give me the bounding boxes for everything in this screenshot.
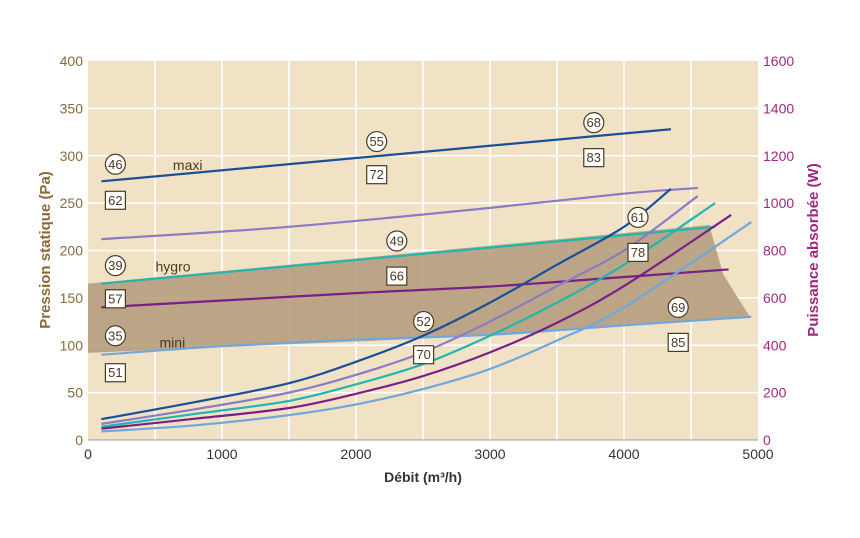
square-marker: [104, 289, 127, 309]
square-marker-label: 78: [631, 245, 645, 260]
series-label-hygro: hygro: [156, 259, 191, 275]
circle-marker: [104, 255, 127, 277]
series-label-mini: mini: [160, 334, 186, 350]
x-tick-label: 4000: [608, 446, 639, 462]
circle-marker-label: 61: [631, 210, 645, 225]
right-tick-label: 1000: [763, 195, 794, 211]
circle-marker-label: 68: [587, 115, 601, 130]
circle-marker: [627, 206, 649, 228]
left-tick-label: 150: [60, 290, 84, 306]
circle-marker: [667, 296, 689, 318]
square-marker: [627, 242, 649, 262]
left-tick-label: 0: [75, 432, 83, 448]
circle-marker-label: 39: [108, 258, 122, 273]
circle-marker: [583, 111, 605, 134]
square-marker: [583, 148, 605, 168]
right-tick-label: 1200: [763, 148, 794, 164]
circle-marker-label: 49: [390, 234, 404, 249]
right-tick-label: 0: [763, 432, 771, 448]
series-label-maxi: maxi: [173, 157, 203, 173]
circle-marker-label: 46: [108, 157, 122, 172]
circle-marker-label: 69: [671, 300, 685, 315]
circle-marker-label: 52: [416, 314, 430, 329]
pressure-curve-maxi: [101, 128, 672, 183]
left-tick-label: 250: [60, 195, 84, 211]
left-tick-label: 100: [60, 337, 84, 353]
right-tick-label: 600: [763, 290, 787, 306]
x-tick-label: 5000: [742, 446, 773, 462]
square-marker-label: 66: [390, 269, 404, 284]
power-curve-4: [101, 214, 732, 430]
square-marker-label: 70: [416, 347, 430, 362]
square-marker: [104, 363, 127, 383]
operating-zone-area: [88, 224, 750, 353]
left-axis-title: Pression statique (Pa): [37, 171, 54, 329]
circle-marker: [104, 153, 127, 175]
circle-marker: [366, 130, 388, 153]
right-axis-title: Puissance absorbée (W): [805, 163, 822, 336]
circle-marker-label: 55: [369, 134, 383, 149]
square-marker: [366, 165, 388, 185]
circle-marker: [413, 310, 435, 333]
x-axis-title: Débit (m³/h): [384, 469, 462, 485]
left-tick-label: 400: [60, 53, 84, 69]
power-curve-1: [101, 188, 672, 421]
square-marker-label: 57: [108, 291, 122, 306]
operating-zone-band: [88, 224, 750, 353]
circle-marker: [104, 325, 127, 347]
x-tick-label: 2000: [340, 446, 371, 462]
circle-marker-label: 35: [108, 328, 122, 343]
left-tick-label: 350: [60, 100, 84, 116]
right-tick-label: 1600: [763, 53, 794, 69]
right-tick-label: 200: [763, 385, 787, 401]
right-tick-label: 1400: [763, 100, 794, 116]
square-marker-label: 51: [108, 365, 122, 380]
axis-ticks: 0 1000 2000 3000 4000 50000501001502002503003…: [60, 53, 795, 462]
square-marker-label: 85: [671, 335, 685, 350]
right-tick-label: 400: [763, 337, 787, 353]
square-marker: [667, 332, 689, 353]
x-tick-label: 1000: [206, 446, 237, 462]
left-tick-label: 200: [60, 243, 84, 259]
square-marker: [104, 190, 127, 210]
x-tick-label: 3000: [474, 446, 505, 462]
square-marker-label: 72: [369, 167, 383, 182]
curve-markers: maxi hygro mini 46 55 68 61 49 39 52 35 69 83 62 72 78 6…: [104, 111, 689, 383]
square-marker: [386, 266, 408, 286]
right-tick-label: 800: [763, 243, 787, 259]
square-marker: [413, 345, 435, 365]
left-tick-label: 50: [67, 385, 83, 401]
square-marker-label: 62: [108, 193, 122, 208]
square-marker-label: 83: [587, 150, 601, 165]
circle-marker: [386, 230, 408, 252]
pressure-curve-series-2: [101, 186, 698, 241]
power-curve-5: [101, 221, 752, 433]
left-tick-label: 300: [60, 148, 84, 164]
pressure-curve-hygro: [101, 225, 716, 285]
x-tick-label: 0: [84, 446, 92, 462]
pressure-curve-mini: [101, 315, 752, 356]
pressure-curve-series-4: [101, 268, 729, 309]
